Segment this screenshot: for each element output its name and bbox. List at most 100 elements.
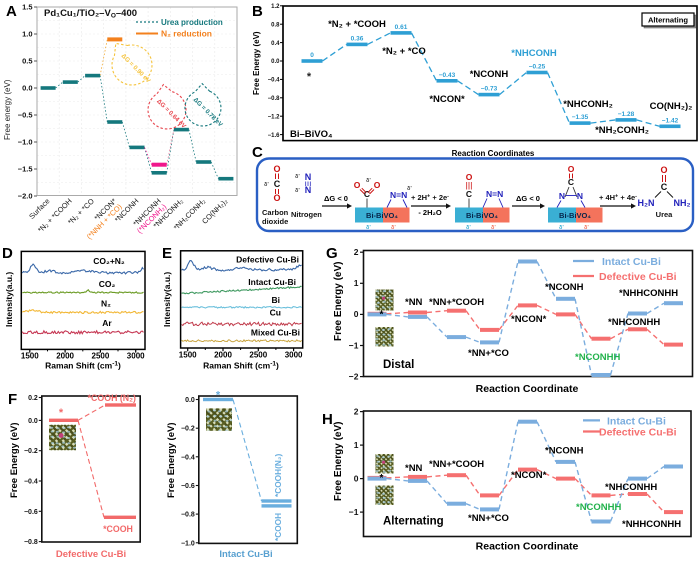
svg-text:*NCON*: *NCON* — [429, 94, 465, 105]
svg-text:*COOH: *COOH — [273, 513, 283, 541]
svg-text:−0.2: −0.2 — [181, 426, 195, 433]
svg-text:Carbon: Carbon — [262, 208, 289, 217]
svg-text:CO₂: CO₂ — [99, 279, 116, 289]
svg-text:0.0: 0.0 — [185, 397, 195, 404]
svg-text:*NN+*COOH: *NN+*COOH — [429, 459, 484, 470]
svg-text:2000: 2000 — [214, 351, 232, 360]
svg-text:0: 0 — [354, 473, 359, 483]
svg-text:Defective Cu-Bi: Defective Cu-Bi — [599, 427, 677, 439]
svg-text:δ-: δ- — [295, 186, 300, 194]
svg-text:*COOH: *COOH — [103, 524, 133, 534]
svg-text:0.8: 0.8 — [271, 22, 280, 28]
svg-text:1: 1 — [354, 278, 359, 288]
svg-text:−1.6: −1.6 — [268, 133, 281, 139]
svg-text:Raman Shift (cm-1): Raman Shift (cm-1) — [45, 361, 121, 371]
svg-text:*NHCONHH: *NHCONHH — [605, 482, 657, 493]
svg-text:−0.73: −0.73 — [481, 86, 498, 93]
svg-text:δ-: δ- — [584, 223, 589, 231]
svg-text:Free Energy (eV): Free Energy (eV) — [333, 422, 344, 501]
svg-text:δ-: δ- — [264, 180, 269, 188]
svg-text:O: O — [354, 180, 361, 190]
svg-text:−0.8: −0.8 — [268, 96, 281, 102]
svg-text:Bi-BiVO₄: Bi-BiVO₄ — [466, 211, 498, 220]
svg-text:0.0: 0.0 — [22, 84, 32, 93]
svg-text:δ-: δ- — [366, 176, 371, 184]
svg-text:C: C — [568, 177, 574, 187]
svg-text:1.2: 1.2 — [271, 4, 280, 10]
svg-text:1: 1 — [354, 440, 359, 450]
svg-text:δ-: δ- — [491, 223, 496, 231]
svg-text:*NCONH: *NCONH — [545, 282, 584, 293]
svg-text:ΔG < 0: ΔG < 0 — [324, 194, 348, 203]
svg-text:Bi-BiVO₄: Bi-BiVO₄ — [366, 211, 398, 220]
svg-text:Intact Cu-Bi: Intact Cu-Bi — [248, 277, 296, 287]
svg-text:−1: −1 — [349, 340, 359, 350]
svg-text:A: A — [6, 3, 17, 20]
svg-text:−0.2: −0.2 — [24, 448, 38, 455]
svg-text:δ-: δ- — [391, 223, 396, 231]
svg-text:−0.4: −0.4 — [24, 479, 38, 486]
svg-text:Defective Cu-Bi: Defective Cu-Bi — [56, 549, 126, 560]
svg-text:Bi–BiVO₄: Bi–BiVO₄ — [290, 129, 333, 140]
svg-text:Reaction Coordinate: Reaction Coordinate — [476, 383, 579, 395]
svg-text:*NN: *NN — [405, 463, 423, 474]
svg-text:*: * — [307, 71, 312, 83]
svg-text:C: C — [274, 179, 281, 189]
svg-text:3000: 3000 — [285, 351, 303, 360]
svg-text:*: * — [216, 390, 221, 402]
svg-text:*NHCONHH: *NHCONHH — [608, 317, 660, 328]
svg-text:NH₂: NH₂ — [674, 198, 691, 208]
svg-text:*NHCONH₂: *NHCONH₂ — [563, 99, 613, 110]
svg-text:2000: 2000 — [56, 352, 74, 361]
svg-text:*NCON*: *NCON* — [511, 314, 547, 325]
svg-text:*NN+*CO: *NN+*CO — [468, 513, 509, 524]
svg-text:0.0: 0.0 — [28, 418, 38, 425]
svg-text:N: N — [577, 191, 583, 201]
svg-text:N: N — [305, 185, 312, 195]
svg-text:Reaction Coordinates: Reaction Coordinates — [452, 149, 535, 158]
svg-text:−0.25: −0.25 — [529, 64, 546, 71]
svg-text:G: G — [326, 245, 338, 262]
svg-text:O: O — [374, 180, 381, 190]
svg-text:0.0: 0.0 — [271, 59, 280, 65]
svg-text:*: * — [380, 310, 384, 321]
svg-text:1.5: 1.5 — [22, 3, 32, 12]
svg-text:N₂: N₂ — [101, 299, 111, 309]
svg-text:*NHHCONHH: *NHHCONHH — [622, 519, 681, 530]
svg-text:0: 0 — [354, 309, 359, 319]
svg-text:−1.42: −1.42 — [662, 117, 679, 124]
svg-text:O: O — [660, 165, 667, 175]
svg-text:*NH₂CONH₂: *NH₂CONH₂ — [595, 125, 649, 136]
svg-text:1500: 1500 — [21, 352, 39, 361]
svg-text:δ-: δ- — [366, 223, 371, 231]
svg-text:*NCONH: *NCONH — [470, 69, 509, 80]
svg-text:−1.35: −1.35 — [572, 114, 589, 121]
svg-text:Ar: Ar — [102, 318, 112, 328]
svg-text:+ 2H+ + 2e-: + 2H+ + 2e- — [411, 193, 449, 202]
svg-text:3000: 3000 — [127, 352, 145, 361]
svg-text:0.5: 0.5 — [22, 57, 32, 66]
svg-text:*NHCONH: *NHCONH — [511, 48, 557, 59]
svg-text:*N₂ + *CO: *N₂ + *CO — [382, 46, 426, 57]
svg-text:*NCONHH: *NCONHH — [575, 352, 621, 363]
svg-text:−1.2: −1.2 — [268, 114, 281, 120]
svg-text:−0.8: −0.8 — [181, 512, 195, 519]
svg-text:−0.8: −0.8 — [24, 539, 38, 546]
svg-text:Defective Cu-Bi: Defective Cu-Bi — [599, 271, 677, 283]
svg-text:*NCONH: *NCONH — [545, 446, 584, 457]
svg-text:Free Energy (eV): Free Energy (eV) — [252, 31, 261, 95]
svg-text:C: C — [466, 189, 472, 199]
svg-text:*NHHCONHH: *NHHCONHH — [619, 288, 678, 299]
svg-text:- 2H₂O: - 2H₂O — [418, 208, 442, 217]
svg-text:Defective Cu-Bi: Defective Cu-Bi — [236, 255, 299, 265]
svg-text:H₂N: H₂N — [638, 198, 655, 208]
svg-text:−0.4: −0.4 — [268, 78, 281, 84]
svg-text:C: C — [252, 144, 263, 161]
svg-text:0.2: 0.2 — [28, 395, 38, 402]
svg-text:+ 4H+ + 4e-: + 4H+ + 4e- — [599, 193, 637, 202]
svg-text:*: * — [380, 473, 384, 484]
svg-text:Bi-BiVO₄: Bi-BiVO₄ — [559, 211, 591, 220]
svg-text:−0.43: −0.43 — [439, 72, 456, 79]
svg-text:Free Energy (eV): Free Energy (eV) — [166, 423, 177, 499]
svg-text:2: 2 — [354, 247, 359, 257]
